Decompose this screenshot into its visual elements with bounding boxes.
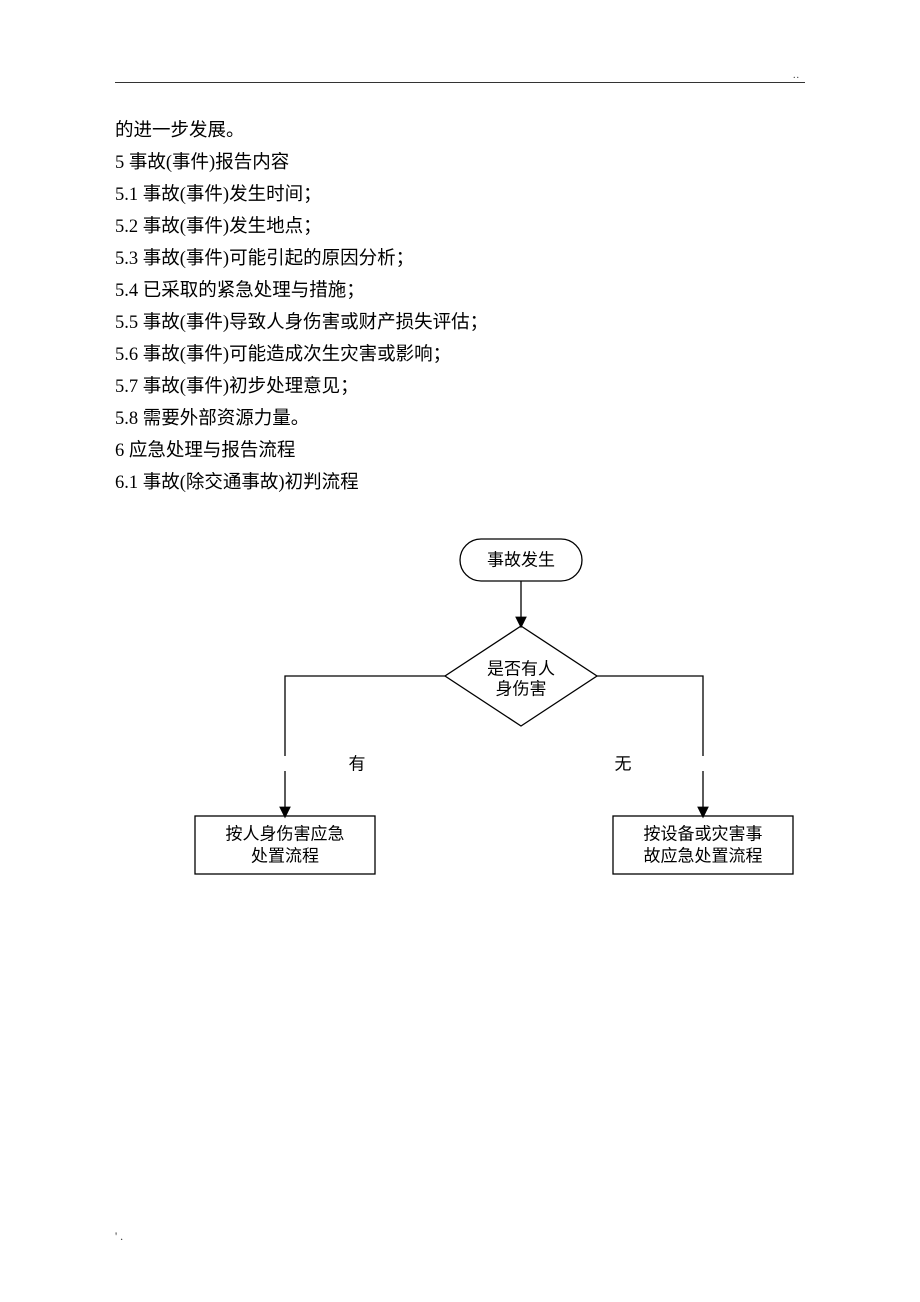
text-line: 5.6 事故(事件)可能造成次生灾害或影响； xyxy=(115,339,805,371)
svg-text:无: 无 xyxy=(615,755,632,774)
svg-text:身伤害: 身伤害 xyxy=(496,680,547,699)
footer-marker: ' . xyxy=(115,1229,123,1244)
svg-text:事故发生: 事故发生 xyxy=(487,551,555,570)
text-line: 的进一步发展。 xyxy=(115,115,805,147)
flowchart-svg: 事故发生是否有人身伤害按人身伤害应急处置流程 按设备或灾害事故应急处置流程 有 无 xyxy=(115,531,805,911)
header-rule xyxy=(115,82,805,83)
text-line: 5.1 事故(事件)发生时间； xyxy=(115,179,805,211)
text-line: 6.1 事故(除交通事故)初判流程 xyxy=(115,467,805,499)
body-text: 的进一步发展。 5 事故(事件)报告内容 5.1 事故(事件)发生时间； 5.2… xyxy=(115,115,805,499)
page-container: .. 的进一步发展。 5 事故(事件)报告内容 5.1 事故(事件)发生时间； … xyxy=(0,0,920,1302)
text-line: 5.4 已采取的紧急处理与措施； xyxy=(115,275,805,307)
svg-text:故应急处置流程: 故应急处置流程 xyxy=(644,847,763,866)
svg-text:是否有人: 是否有人 xyxy=(487,660,555,679)
svg-text:按人身伤害应急: 按人身伤害应急 xyxy=(226,825,345,844)
text-line: 5 事故(事件)报告内容 xyxy=(115,147,805,179)
header-marker: .. xyxy=(793,70,800,81)
text-line: 5.8 需要外部资源力量。 xyxy=(115,403,805,435)
text-line: 5.3 事故(事件)可能引起的原因分析； xyxy=(115,243,805,275)
text-line: 5.5 事故(事件)导致人身伤害或财产损失评估； xyxy=(115,307,805,339)
text-line: 6 应急处理与报告流程 xyxy=(115,435,805,467)
svg-text:处置流程: 处置流程 xyxy=(251,847,319,866)
svg-text:有: 有 xyxy=(349,755,366,774)
flowchart: 事故发生是否有人身伤害按人身伤害应急处置流程 按设备或灾害事故应急处置流程 有 无 xyxy=(115,531,805,911)
text-line: 5.7 事故(事件)初步处理意见； xyxy=(115,371,805,403)
svg-text:按设备或灾害事: 按设备或灾害事 xyxy=(644,825,763,844)
text-line: 5.2 事故(事件)发生地点； xyxy=(115,211,805,243)
